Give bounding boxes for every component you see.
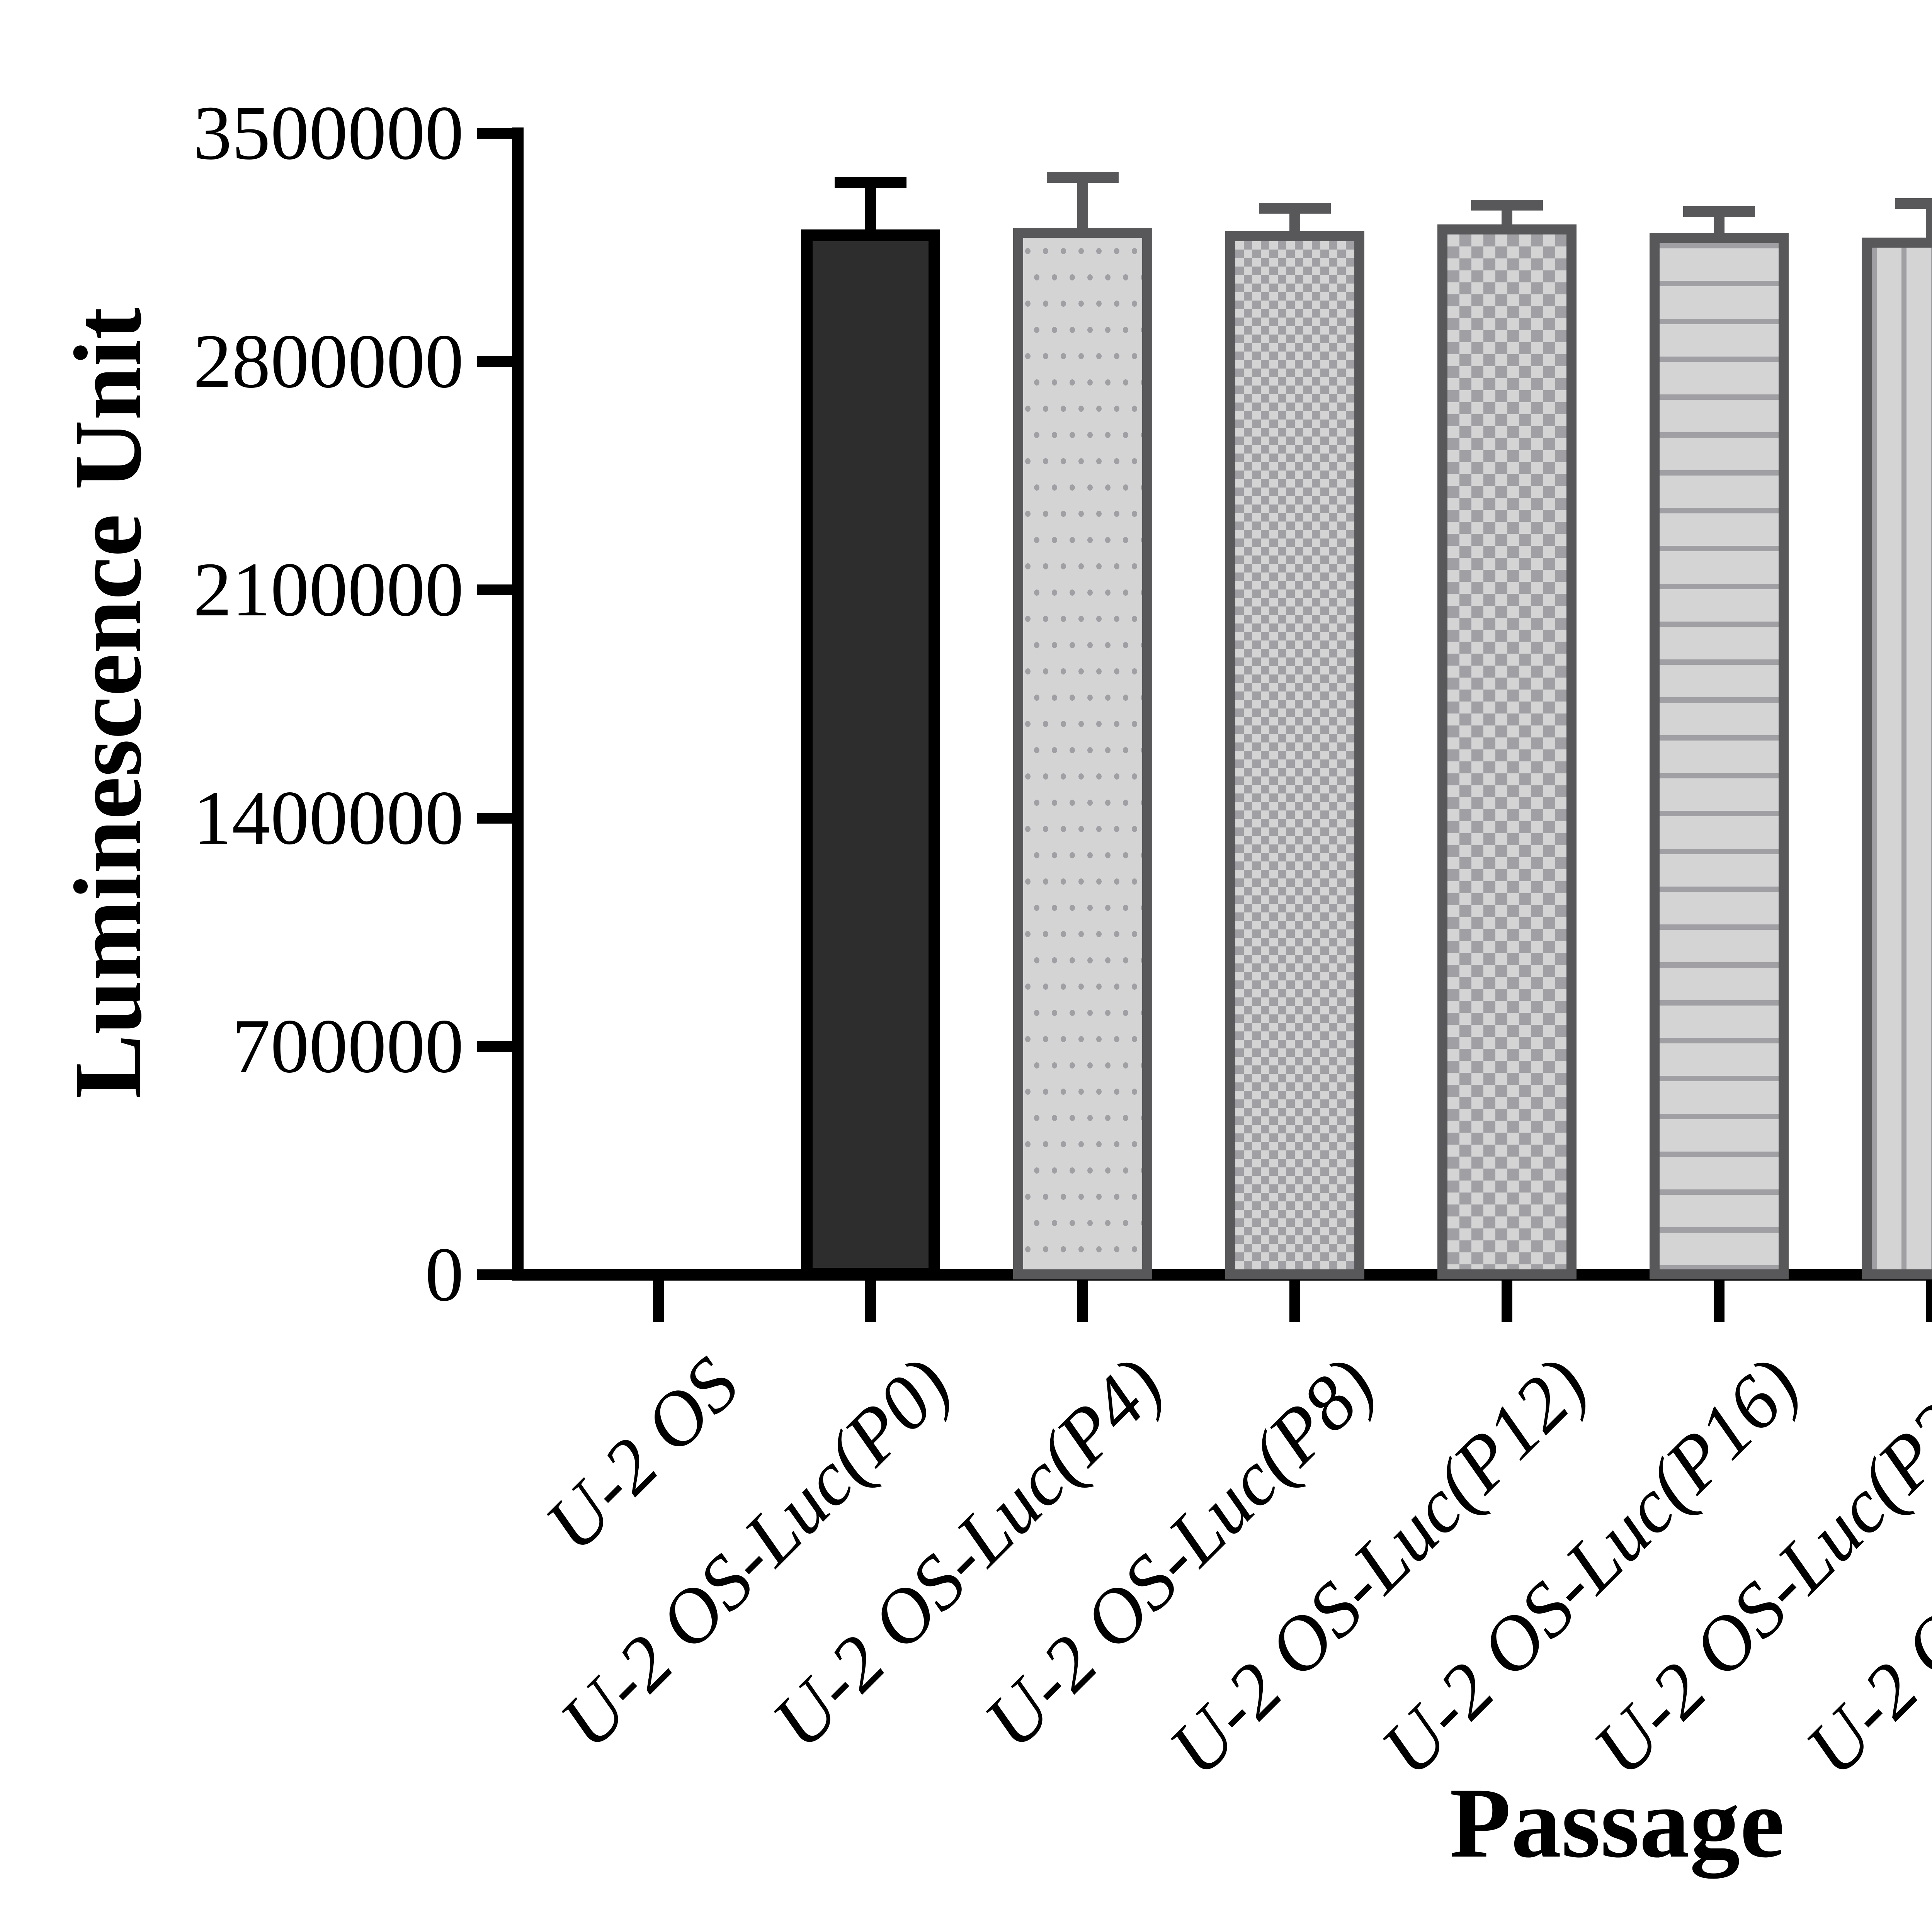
y-axis-spine [512, 127, 524, 1281]
x-category-label: U-2 OS-Luc(P8) [968, 1341, 1391, 1765]
bar-u-2-os-luc-p0- [801, 229, 940, 1279]
y-tick [477, 1269, 512, 1280]
error-bar-cap [1683, 206, 1755, 217]
bar-u-2-os-luc-p12- [1437, 224, 1577, 1279]
x-tick [1077, 1281, 1088, 1322]
x-category-label: U-2 OS-Luc(P4) [756, 1341, 1179, 1765]
error-bar-cap [1259, 203, 1331, 214]
bar-u-2-os-luc-p16- [1650, 233, 1789, 1279]
bar-u-2-os-luc-p4- [1013, 228, 1152, 1279]
x-tick [865, 1281, 876, 1322]
error-bar-cap [835, 177, 906, 188]
y-tick [477, 584, 512, 595]
bar-u-2-os-luc-p20- [1862, 238, 1932, 1279]
error-bar-cap [1471, 199, 1543, 211]
y-tick-label: 0 [425, 1232, 464, 1317]
x-tick [1289, 1281, 1300, 1322]
y-tick [477, 813, 512, 824]
x-tick [1502, 1281, 1512, 1322]
y-axis-title: Luminescence Unit [54, 307, 162, 1099]
x-tick [1926, 1281, 1932, 1322]
x-axis-title: Passage [1449, 1767, 1785, 1879]
y-tick [477, 1041, 512, 1052]
x-category-label: U-2 OS-Luc(P0) [544, 1341, 967, 1765]
error-bar-cap [1895, 198, 1932, 209]
y-tick-label: 2100000 [193, 547, 464, 632]
y-tick-label: 700000 [232, 1004, 464, 1089]
y-tick-label: 2800000 [193, 319, 464, 404]
y-tick [477, 128, 512, 139]
bar-u-2-os-luc-p8- [1225, 231, 1364, 1279]
y-tick [477, 356, 512, 367]
error-bar-cap [1047, 172, 1119, 183]
x-tick [653, 1281, 664, 1322]
y-tick-label: 3500000 [193, 90, 464, 176]
y-tick-label: 1400000 [193, 775, 464, 861]
x-tick [1714, 1281, 1725, 1322]
